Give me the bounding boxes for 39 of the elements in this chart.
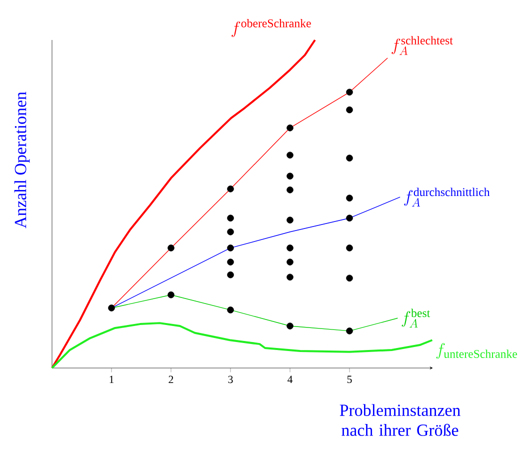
y-axis-title: Anzahl Operationen xyxy=(14,92,30,228)
point xyxy=(286,322,294,330)
point xyxy=(168,244,174,252)
point xyxy=(286,274,294,281)
point xyxy=(346,154,353,162)
series-label: $f_A^{\mathrm{durchschnittlich}}$ xyxy=(404,188,490,206)
point xyxy=(227,306,234,314)
series-label: $f_A^{\mathrm{schlechtest}}$ xyxy=(392,36,453,55)
point xyxy=(227,271,234,278)
point xyxy=(227,186,234,192)
point xyxy=(108,304,115,312)
x-axis-title: Probleminstanzen nach ihrer Größe xyxy=(340,404,460,436)
point xyxy=(286,216,294,224)
point xyxy=(286,152,294,159)
point xyxy=(168,291,174,298)
point xyxy=(286,172,294,180)
point xyxy=(346,274,353,282)
x-tick-label: 4 xyxy=(287,376,293,383)
point xyxy=(227,214,234,222)
point xyxy=(346,194,353,202)
x-tick-label: 3 xyxy=(228,376,233,384)
x-tick-label: 5 xyxy=(347,376,352,384)
point xyxy=(227,228,234,236)
point xyxy=(286,258,294,266)
series-label: $f^{\mathrm{obereSchranke}}$ xyxy=(232,18,311,37)
x-tick-label: 2 xyxy=(168,376,174,384)
point xyxy=(286,244,294,252)
point xyxy=(227,258,234,266)
point xyxy=(286,186,294,194)
x-tick-label: 1 xyxy=(110,376,114,384)
point xyxy=(227,244,234,252)
series-label: $f_A^{\mathrm{best}}$ xyxy=(402,308,430,328)
point xyxy=(346,106,353,114)
point xyxy=(346,244,353,252)
series-label: $f_{\mathrm{untereSchranke}}$ xyxy=(436,343,518,359)
point xyxy=(286,124,294,132)
point xyxy=(346,88,353,96)
point xyxy=(346,328,353,334)
point xyxy=(346,214,353,222)
